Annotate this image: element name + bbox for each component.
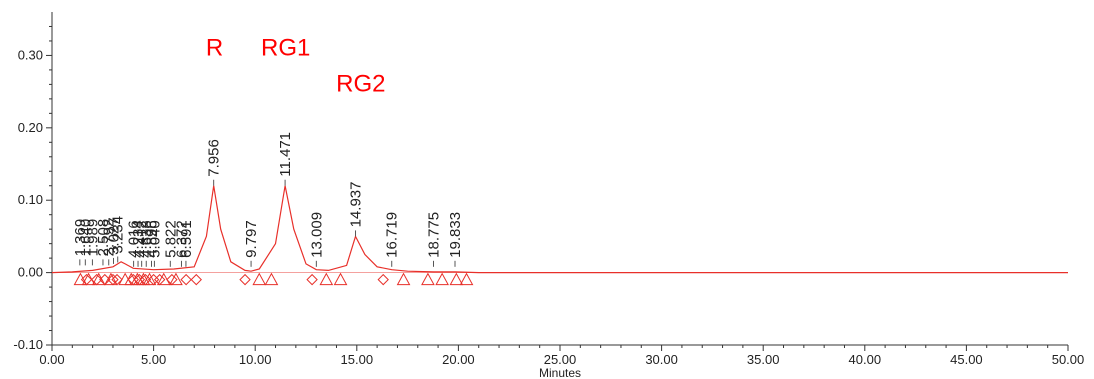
diamond-marker <box>107 273 119 286</box>
triangle-marker <box>421 272 435 286</box>
x-tick-label: 35.00 <box>747 352 780 367</box>
peak-label: 2.508 <box>95 219 112 257</box>
peak-labels: 1.3691.6401.9892.5082.7923.0273.2344.016… <box>72 132 464 267</box>
triangle-marker <box>73 272 88 286</box>
y-tick-label: 0.00 <box>18 265 43 280</box>
peak-label: 1.640 <box>77 219 94 257</box>
x-tick-label: 15.00 <box>341 352 374 367</box>
peak-label: 14.937 <box>348 182 365 228</box>
peak-label: 9.797 <box>243 220 260 258</box>
peak-label: 4.234 <box>130 220 147 258</box>
peak-label: 4.896 <box>143 220 160 258</box>
triangle-marker <box>264 272 279 286</box>
peak-label: 13.009 <box>308 212 325 258</box>
triangle-marker <box>252 272 267 286</box>
diamond-marker <box>111 273 123 286</box>
x-tick-label: 5.00 <box>141 352 166 367</box>
triangle-marker <box>333 272 348 286</box>
peak-label: 3.027 <box>106 217 123 255</box>
annotation-rg2: RG2 <box>336 71 385 98</box>
diamond-marker <box>180 273 192 286</box>
diamond-marker <box>139 273 152 286</box>
triangle-marker <box>435 272 449 286</box>
x-tick-label: 30.00 <box>645 352 678 367</box>
diamond-marker <box>153 273 166 286</box>
peak-label: 16.719 <box>384 212 401 258</box>
diamond-marker <box>306 273 318 286</box>
peak-label: 4.412 <box>134 220 151 258</box>
peak-label: 18.775 <box>426 212 443 258</box>
peak-label: 1.989 <box>84 219 101 257</box>
diamond-marker <box>90 273 103 286</box>
x-tick-label: 20.00 <box>442 352 475 367</box>
baseline-markers <box>73 272 474 286</box>
diamond-marker <box>239 273 251 286</box>
diamond-marker <box>80 273 93 286</box>
triangle-marker <box>459 272 474 286</box>
peak-label: 7.956 <box>206 139 223 177</box>
peak-label: 5.822 <box>162 220 179 258</box>
peak-label: 4.016 <box>126 220 143 258</box>
x-tick-label: 10.00 <box>239 352 272 367</box>
peak-label: 1.369 <box>72 219 89 257</box>
x-axis-title: Minutes <box>539 366 581 379</box>
diamond-marker <box>99 273 111 286</box>
x-tick-label: 40.00 <box>849 352 882 367</box>
axes: 0.00 5.00 10.00 15.00 20.00 25.00 30.00 35.00 40… <box>13 12 1084 367</box>
y-tick-label: 0.30 <box>18 47 43 62</box>
peak-label: 6.591 <box>178 220 195 258</box>
peak-label: 11.471 <box>277 132 294 177</box>
annotation-rg1: RG1 <box>261 34 310 61</box>
triangle-marker <box>169 272 183 286</box>
triangle-marker <box>396 272 411 286</box>
trace-layer <box>51 185 1068 274</box>
y-tick-label: 0.20 <box>18 120 43 135</box>
peak-label: 3.234 <box>110 216 127 254</box>
annotation-r: R <box>206 34 223 61</box>
x-tick-label: 25.00 <box>544 352 577 367</box>
peak-label: 19.833 <box>447 212 464 258</box>
peak-label: 4.638 <box>138 220 155 258</box>
peak-label: 5.040 <box>146 220 163 258</box>
peak-label: 2.792 <box>101 219 118 257</box>
triangle-marker <box>319 272 334 286</box>
triangle-marker <box>449 272 464 286</box>
series-line-0 <box>51 185 1068 274</box>
y-tick-label: 0.10 <box>18 192 43 207</box>
diamond-marker <box>166 273 178 286</box>
diamond-marker <box>190 273 202 286</box>
diamond-marker <box>377 273 389 286</box>
compound-annotations: R RG1 RG2 <box>206 34 386 97</box>
x-tick-label: 45.00 <box>950 352 983 367</box>
peak-label: 6.372 <box>173 220 190 258</box>
x-tick-label: 0.00 <box>39 352 64 367</box>
x-tick-label: 50.00 <box>1052 352 1085 367</box>
triangle-marker <box>142 272 157 286</box>
y-tick-label: -0.10 <box>13 337 43 352</box>
